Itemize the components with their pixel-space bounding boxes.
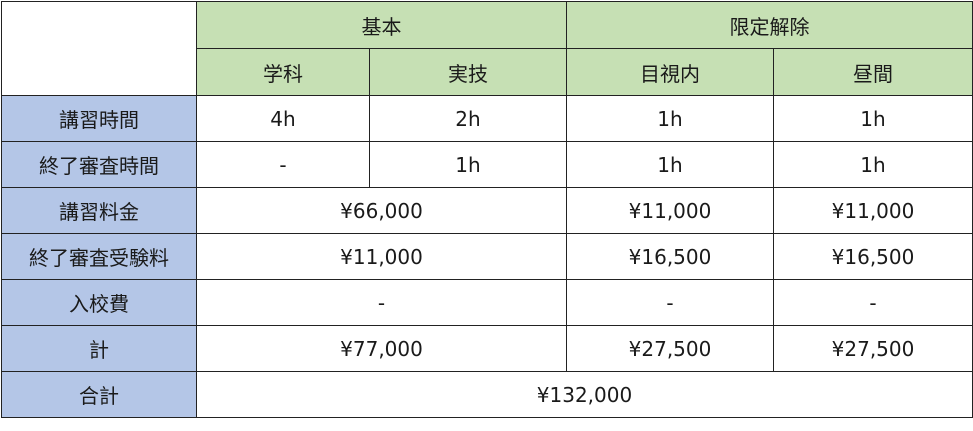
row-label: 講習時間	[1, 95, 197, 142]
table-row: 終了審査時間 - 1h 1h 1h	[1, 141, 973, 188]
group-header-basic: 基本	[196, 1, 567, 49]
row-label: 計	[1, 325, 197, 372]
column-header: 学科	[196, 48, 370, 96]
table-cell: -	[196, 141, 370, 188]
table-cell: ¥77,000	[196, 325, 567, 372]
table-cell: -	[773, 279, 973, 326]
table-cell: -	[196, 279, 567, 326]
corner-cell	[1, 1, 197, 96]
table-cell: 1h	[773, 95, 973, 142]
row-label: 入校費	[1, 279, 197, 326]
table-cell: -	[566, 279, 774, 326]
column-header: 昼間	[773, 48, 973, 96]
table-row: 講習料金 ¥66,000 ¥11,000 ¥11,000	[1, 187, 973, 234]
table-row-total: 合計 ¥132,000	[1, 371, 973, 418]
table-cell: 1h	[369, 141, 567, 188]
column-header: 実技	[369, 48, 567, 96]
table-cell: ¥16,500	[566, 233, 774, 280]
table-cell: ¥11,000	[196, 233, 567, 280]
row-label: 合計	[1, 371, 197, 418]
table-cell: 1h	[566, 141, 774, 188]
table-cell: 2h	[369, 95, 567, 142]
row-label: 終了審査受験料	[1, 233, 197, 280]
table-cell: ¥16,500	[773, 233, 973, 280]
table-cell: 1h	[773, 141, 973, 188]
group-header-limit-removal: 限定解除	[566, 1, 973, 49]
table-row: 講習時間 4h 2h 1h 1h	[1, 95, 973, 142]
table-cell: ¥27,500	[773, 325, 973, 372]
row-label: 講習料金	[1, 187, 197, 234]
table-cell: ¥11,000	[566, 187, 774, 234]
table-cell: 1h	[566, 95, 774, 142]
fee-table: 基本 限定解除 学科 実技 目視内 昼間 講習時間 4h 2h 1h 1h 終了…	[1, 1, 973, 418]
table-row: 入校費 - - -	[1, 279, 973, 326]
column-header: 目視内	[566, 48, 774, 96]
table-cell: ¥27,500	[566, 325, 774, 372]
table-row: 計 ¥77,000 ¥27,500 ¥27,500	[1, 325, 973, 372]
table-cell: ¥66,000	[196, 187, 567, 234]
table-cell: ¥11,000	[773, 187, 973, 234]
row-label: 終了審査時間	[1, 141, 197, 188]
table-cell: 4h	[196, 95, 370, 142]
table-row: 終了審査受験料 ¥11,000 ¥16,500 ¥16,500	[1, 233, 973, 280]
grand-total-cell: ¥132,000	[196, 371, 973, 418]
